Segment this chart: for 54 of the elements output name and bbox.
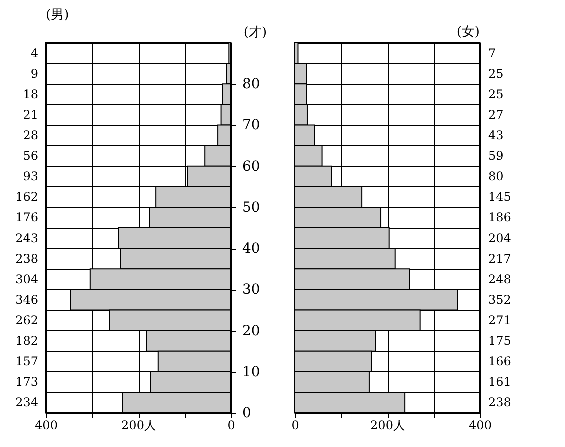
y-tick-label: 176 bbox=[16, 210, 38, 225]
y-tick-label: 248 bbox=[488, 272, 512, 286]
y2-tick-label: 80 bbox=[242, 76, 260, 93]
y-tick-label: 9 bbox=[30, 66, 38, 81]
y2-tick-label: 60 bbox=[242, 158, 260, 175]
y2-axis-title: (才) bbox=[244, 26, 268, 40]
x-tick-label: 400 bbox=[469, 418, 492, 432]
y-tick-label: 161 bbox=[488, 375, 512, 390]
y-tick-label: 80 bbox=[488, 170, 504, 184]
y-tick-label: 175 bbox=[488, 334, 512, 348]
chart-title: (女) bbox=[456, 25, 480, 40]
y-tick-label: 162 bbox=[16, 190, 38, 204]
y-tick-label: 7 bbox=[488, 46, 496, 60]
y-tick-label: 28 bbox=[23, 128, 38, 142]
y-tick-label: 21 bbox=[23, 108, 38, 122]
x-tick-label: 0 bbox=[228, 418, 236, 432]
y-tick-label: 271 bbox=[488, 314, 512, 328]
y-tick-label: 43 bbox=[488, 128, 504, 142]
y-tick-label: 166 bbox=[488, 354, 512, 369]
y-tick-label: 173 bbox=[16, 375, 38, 390]
y-tick-label: 56 bbox=[23, 149, 38, 164]
y-tick-label: 93 bbox=[23, 170, 38, 184]
y-tick-label: 182 bbox=[16, 334, 38, 348]
x-tick-label: 200人 bbox=[122, 418, 156, 432]
y-tick-label: 217 bbox=[488, 252, 512, 266]
x-tick-label: 0 bbox=[292, 418, 300, 432]
y-tick-label: 25 bbox=[488, 87, 504, 102]
y-tick-label: 25 bbox=[488, 66, 504, 81]
y-tick-label: 59 bbox=[488, 149, 504, 164]
y2-tick-label: 0 bbox=[242, 406, 252, 422]
y-tick-label: 157 bbox=[16, 354, 38, 369]
x-tick-label: 400 bbox=[35, 418, 58, 432]
x-tick-label: 200人 bbox=[370, 418, 406, 432]
y-tick-label: 346 bbox=[16, 292, 38, 307]
y-tick-label: 234 bbox=[16, 396, 39, 410]
y-tick-label: 4 bbox=[30, 46, 39, 60]
y-tick-label: 238 bbox=[16, 252, 38, 266]
y-tick-label: 304 bbox=[16, 272, 39, 286]
y-tick-label: 27 bbox=[488, 108, 504, 122]
y-tick-label: 204 bbox=[488, 231, 512, 246]
y-tick-label: 18 bbox=[23, 87, 38, 102]
y-tick-label: 238 bbox=[488, 396, 512, 410]
y2-tick-label: 70 bbox=[242, 118, 260, 134]
y2-tick-label: 20 bbox=[242, 323, 260, 340]
y2-tick-label: 40 bbox=[242, 241, 260, 258]
chart-title: (男) bbox=[46, 8, 70, 23]
y2-tick-label: 10 bbox=[242, 364, 260, 380]
y-tick-label: 145 bbox=[488, 190, 512, 204]
y-tick-label: 352 bbox=[488, 292, 512, 307]
y-tick-label: 186 bbox=[488, 210, 512, 225]
y-tick-label: 262 bbox=[16, 314, 38, 328]
y-tick-label: 243 bbox=[16, 231, 38, 246]
y2-tick-label: 50 bbox=[242, 200, 260, 216]
y2-tick-label: 30 bbox=[242, 282, 260, 298]
